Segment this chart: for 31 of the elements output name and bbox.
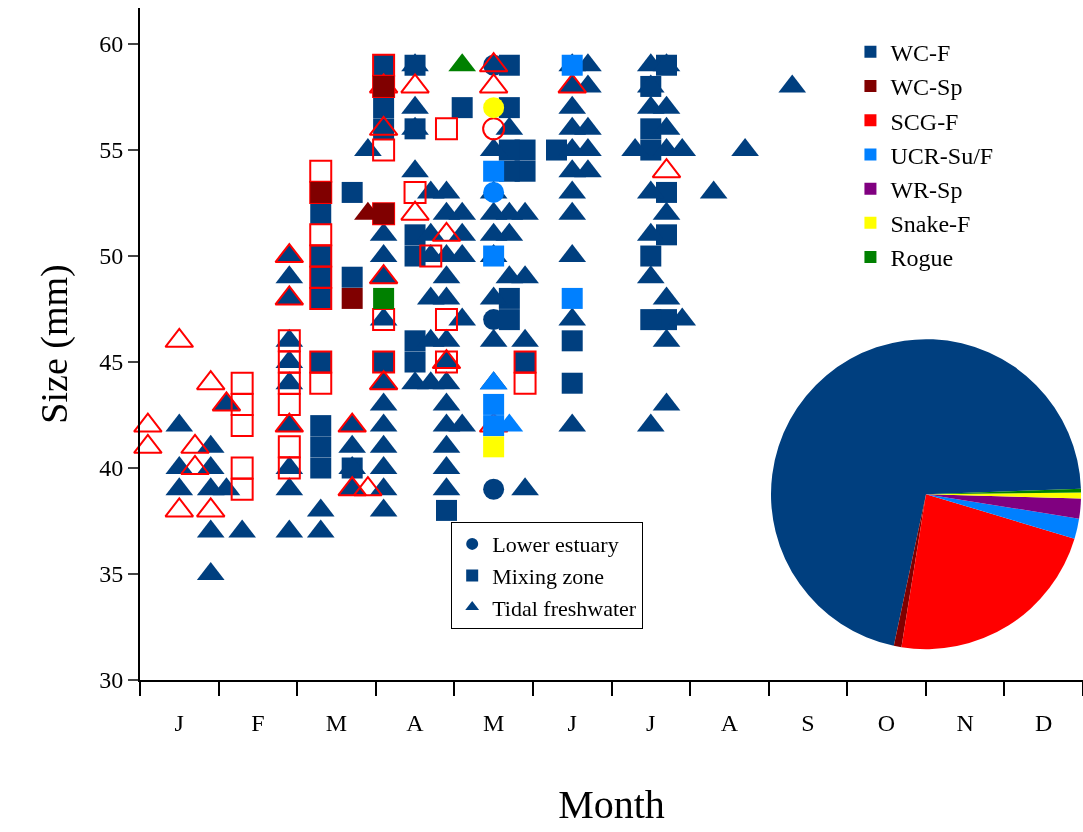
legend-label: Mixing zone — [492, 564, 605, 590]
x-tick-label: M — [325, 709, 348, 736]
x-tick-label: S — [801, 709, 815, 736]
x-tick-label: J — [174, 709, 184, 736]
x-tick-label: F — [251, 709, 265, 736]
x-tick-label: N — [956, 709, 974, 736]
y-tick-label: 50 — [99, 243, 124, 270]
x-axis-title: Month — [558, 781, 665, 827]
legend-label: Rogue — [890, 245, 954, 272]
x-tick-label: J — [646, 709, 656, 736]
x-tick-label: A — [720, 709, 739, 736]
legend-label: Snake-F — [890, 211, 971, 238]
x-tick-label: O — [877, 709, 896, 736]
y-tick-label: 40 — [99, 455, 124, 482]
y-tick-label: 55 — [99, 137, 124, 164]
y-tick-label: 35 — [99, 561, 124, 588]
legend-label: Tidal freshwater — [492, 595, 637, 621]
legend-label: Lower estuary — [492, 532, 619, 558]
x-tick-label: A — [406, 709, 425, 736]
y-tick-label: 30 — [99, 667, 124, 694]
y-tick-label: 45 — [99, 349, 124, 376]
legend-label: WC-Sp — [890, 74, 963, 101]
legend-label: UCR-Su/F — [890, 142, 994, 169]
x-tick-label: D — [1035, 709, 1053, 736]
x-tick-label: J — [567, 709, 577, 736]
x-tick-label: M — [482, 709, 505, 736]
legend-label: WR-Sp — [890, 177, 963, 204]
y-axis-title: Size (mm) — [32, 264, 76, 424]
legend-label: SCG-F — [890, 108, 959, 135]
legend-label: WC-F — [890, 40, 951, 67]
y-tick-label: 60 — [99, 31, 124, 58]
